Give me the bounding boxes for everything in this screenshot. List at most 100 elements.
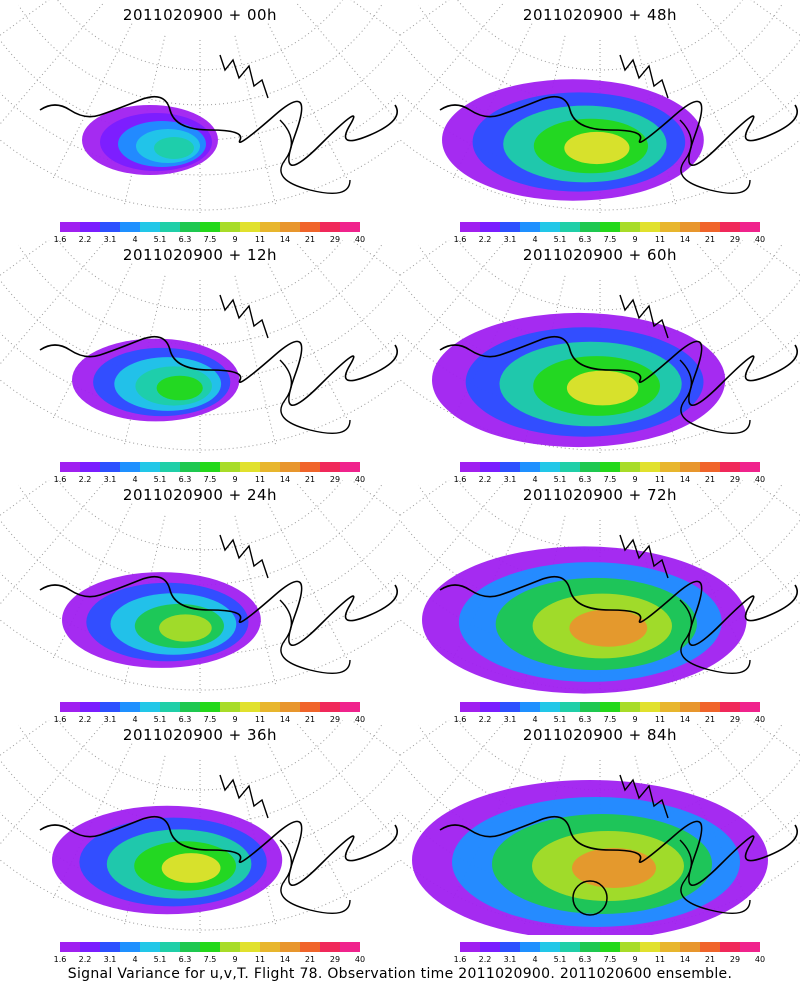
longitude-gridline	[750, 720, 800, 756]
panel-title: 2011020900 + 48h	[522, 6, 678, 24]
panel-title: 2011020900 + 72h	[522, 486, 678, 504]
colorbar-tick-label: 11	[654, 955, 666, 964]
variance-contour	[572, 848, 656, 888]
colorbar-swatch	[320, 702, 340, 712]
variance-contour	[156, 375, 203, 401]
colorbar	[60, 702, 360, 712]
colorbar-swatch	[180, 222, 200, 232]
colorbar-swatch	[140, 702, 160, 712]
colorbar-tick-label: 3.1	[103, 955, 117, 964]
colorbar-tick-label: 11	[654, 475, 666, 484]
colorbar-swatch	[520, 702, 540, 712]
colorbar-tick-label: 3.1	[503, 235, 517, 244]
colorbar-tick-label: 6.3	[578, 475, 592, 484]
colorbar-tick-label: 4	[532, 715, 538, 724]
latitude-gridline	[57, 240, 343, 311]
colorbar-swatch	[100, 462, 120, 472]
longitude-gridline	[0, 720, 50, 756]
polar-map	[0, 240, 400, 455]
latitude-gridline	[57, 480, 343, 551]
colorbar-swatch	[540, 942, 560, 952]
colorbar-tick-label: 21	[704, 475, 716, 484]
colorbar-tick-label: 40	[754, 235, 766, 244]
colorbar-swatch	[340, 942, 360, 952]
colorbar-swatch	[180, 942, 200, 952]
longitude-gridline	[350, 240, 400, 276]
colorbar-tick-label: 5.1	[553, 955, 567, 964]
colorbar-tick-label: 4	[132, 235, 138, 244]
colorbar-swatch	[80, 222, 100, 232]
colorbar-tick-label: 3.1	[103, 235, 117, 244]
colorbar-swatch	[300, 702, 320, 712]
colorbar-ticks: 1.6 2.2 3.1 4 5.1 6.3 7.5 9 11 14 21 29 40	[54, 715, 365, 725]
colorbar-tick-label: 29	[329, 715, 341, 724]
colorbar-swatch	[660, 222, 680, 232]
variance-contour	[569, 609, 648, 647]
colorbar-tick-label: 6.3	[578, 235, 592, 244]
coastline	[39, 815, 398, 886]
colorbar-swatch	[520, 942, 540, 952]
colorbar-swatch	[480, 222, 500, 232]
colorbar-tick-label: 21	[704, 235, 716, 244]
colorbar-swatch	[680, 942, 700, 952]
colorbar-swatch	[500, 942, 520, 952]
colorbar-swatch	[520, 222, 540, 232]
panel-title: 2011020900 + 84h	[522, 726, 678, 744]
arctic-islands	[619, 294, 669, 339]
colorbar-swatch	[480, 462, 500, 472]
colorbar-tick-label: 7.5	[203, 715, 217, 724]
colorbar-swatch	[620, 462, 640, 472]
flight-marker-circle	[572, 880, 608, 916]
arctic-islands	[219, 54, 269, 99]
colorbar-swatch	[160, 462, 180, 472]
colorbar-swatch	[580, 462, 600, 472]
colorbar-tick-label: 5.1	[553, 235, 567, 244]
colorbar-swatch	[320, 222, 340, 232]
map-panel: 2011020900 + 60h 1.6 2.2 3.1 4 5.1 6.3 7.5 9 11 14…	[400, 240, 800, 485]
colorbar-swatch	[300, 462, 320, 472]
colorbar-tick-label: 4	[132, 475, 138, 484]
latitude-gridline	[457, 720, 743, 791]
colorbar-swatch	[220, 222, 240, 232]
longitude-gridline	[400, 240, 450, 276]
colorbar-tick-label: 40	[754, 955, 766, 964]
colorbar-swatch	[140, 462, 160, 472]
colorbar-swatch	[700, 222, 720, 232]
colorbar-tick-label: 29	[329, 955, 341, 964]
colorbar-tick-label: 3.1	[503, 475, 517, 484]
colorbar-swatch	[300, 222, 320, 232]
map-panel: 2011020900 + 36h 1.6 2.2 3.1 4 5.1 6.3 7.5 9 11 14…	[0, 720, 400, 965]
colorbar-swatch	[500, 222, 520, 232]
polar-map	[0, 720, 400, 935]
coastline	[439, 95, 798, 166]
coastline	[279, 119, 351, 194]
colorbar-tick-label: 6.3	[178, 475, 192, 484]
latitude-gridline	[457, 240, 743, 311]
colorbar-tick-label: 6.3	[178, 955, 192, 964]
arctic-islands	[619, 534, 669, 579]
colorbar-swatch	[260, 702, 280, 712]
colorbar-ticks: 1.6 2.2 3.1 4 5.1 6.3 7.5 9 11 14 21 29 40	[454, 235, 765, 245]
colorbar-swatch	[100, 702, 120, 712]
colorbar-tick-label: 1.6	[53, 955, 67, 964]
longitude-gridline	[400, 480, 450, 516]
panel-title: 2011020900 + 00h	[122, 6, 278, 24]
colorbar-swatch	[720, 222, 740, 232]
colorbar-tick-label: 11	[654, 235, 666, 244]
colorbar-swatch	[200, 222, 220, 232]
colorbar-swatch	[160, 222, 180, 232]
colorbar-tick-label: 9	[232, 955, 238, 964]
coastline	[279, 599, 351, 674]
colorbar-swatch	[500, 462, 520, 472]
arctic-islands	[619, 774, 669, 819]
colorbar-swatch	[140, 942, 160, 952]
colorbar-tick-label: 4	[532, 955, 538, 964]
colorbar-tick-label: 9	[632, 715, 638, 724]
colorbar-tick-label: 9	[632, 475, 638, 484]
colorbar-tick-label: 2.2	[478, 955, 492, 964]
colorbar-swatch	[560, 462, 580, 472]
longitude-gridline	[400, 0, 450, 36]
colorbar-swatch	[240, 222, 260, 232]
polar-map	[400, 480, 800, 695]
colorbar-ticks: 1.6 2.2 3.1 4 5.1 6.3 7.5 9 11 14 21 29 40	[54, 235, 365, 245]
